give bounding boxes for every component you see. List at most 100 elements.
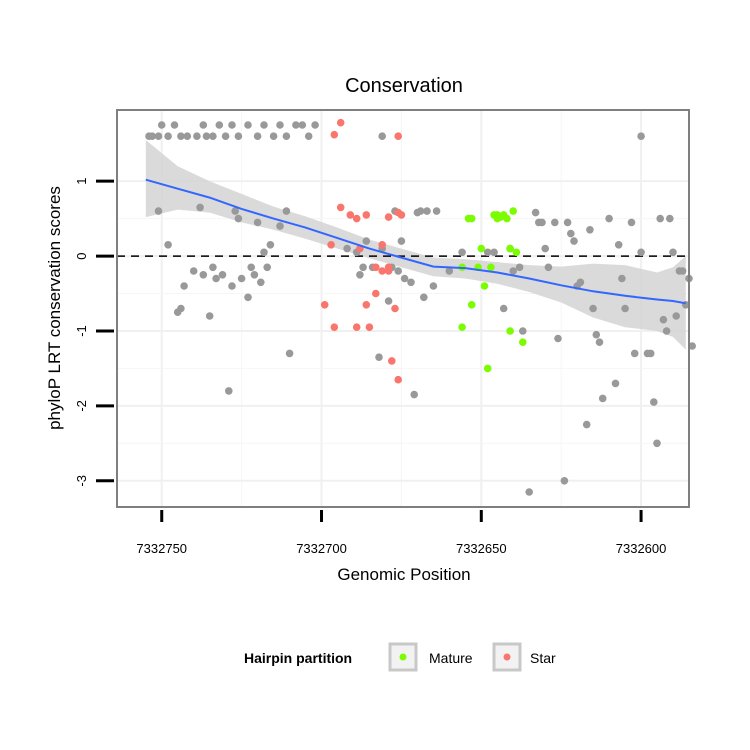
point-star xyxy=(384,213,393,221)
point-other xyxy=(276,222,284,230)
point-other xyxy=(359,263,367,272)
point-mature xyxy=(519,338,527,347)
point-other xyxy=(595,338,604,347)
point-other xyxy=(614,241,623,249)
point-mature xyxy=(480,282,489,290)
point-other xyxy=(311,121,319,129)
point-star xyxy=(327,241,335,249)
point-other xyxy=(362,237,371,245)
point-star xyxy=(320,301,329,309)
point-other xyxy=(445,267,454,275)
point-mature xyxy=(512,248,521,257)
point-other xyxy=(205,312,214,320)
legend: Hairpin partition Mature Star xyxy=(244,642,556,672)
point-other xyxy=(247,263,255,272)
point-other xyxy=(650,398,658,406)
point-mature xyxy=(477,244,486,253)
point-other xyxy=(202,132,211,140)
point-other xyxy=(662,327,671,335)
legend-label-mature: Mature xyxy=(429,650,473,666)
y-axis: 1 0 -1 -2 -3 xyxy=(74,178,114,487)
point-other xyxy=(237,274,246,283)
point-other xyxy=(589,304,597,313)
point-other xyxy=(570,237,578,245)
point-star xyxy=(372,289,380,298)
point-other xyxy=(656,214,664,223)
point-mature xyxy=(483,364,492,373)
point-star xyxy=(397,211,406,219)
legend-key-mature-box xyxy=(388,642,418,672)
point-other xyxy=(525,488,533,496)
point-other xyxy=(509,267,517,275)
point-other xyxy=(285,349,294,358)
point-mature xyxy=(467,214,476,223)
point-other xyxy=(538,218,546,227)
point-mature xyxy=(467,301,476,309)
point-other xyxy=(551,218,559,227)
point-other xyxy=(420,293,428,302)
y-tick-label: -1 xyxy=(74,325,89,337)
point-other xyxy=(669,248,677,257)
smooth-trend-line xyxy=(145,178,686,305)
point-star xyxy=(352,214,361,223)
point-other xyxy=(637,132,645,140)
point-other xyxy=(215,121,224,129)
point-mature xyxy=(503,214,511,223)
point-other xyxy=(164,241,172,249)
point-star xyxy=(336,203,345,212)
confidence-band-area xyxy=(145,140,686,350)
point-other xyxy=(397,237,406,245)
point-other xyxy=(544,263,553,272)
point-other xyxy=(483,248,492,257)
point-other xyxy=(567,229,575,238)
point-other xyxy=(218,271,227,279)
point-other xyxy=(499,304,508,313)
point-other xyxy=(582,420,591,429)
point-other xyxy=(304,132,313,140)
point-mature xyxy=(509,207,517,215)
point-star xyxy=(394,375,403,384)
point-other xyxy=(630,349,639,358)
point-star xyxy=(352,323,361,332)
point-other xyxy=(560,477,569,485)
point-other xyxy=(637,248,645,257)
point-other xyxy=(183,132,192,140)
point-other xyxy=(180,282,188,290)
point-other xyxy=(221,132,230,140)
chart-title: Conservation xyxy=(345,75,463,97)
data-points xyxy=(145,118,696,496)
point-other xyxy=(177,304,185,313)
point-other xyxy=(231,207,239,215)
y-tick-label: 0 xyxy=(74,252,89,259)
y-tick-label: 1 xyxy=(74,178,89,185)
y-tick-label: -2 xyxy=(74,400,89,412)
legend-key-mature xyxy=(399,653,407,661)
point-other xyxy=(269,132,278,140)
point-other xyxy=(627,218,636,227)
x-tick-label: 7332650 xyxy=(456,541,507,556)
point-other xyxy=(611,379,620,388)
panel-frame xyxy=(116,109,690,508)
point-mature xyxy=(487,263,495,272)
point-other xyxy=(189,267,198,275)
panel-border xyxy=(116,109,690,508)
legend-label-star: Star xyxy=(530,650,556,666)
point-other xyxy=(432,207,441,215)
point-other xyxy=(209,132,217,140)
point-other xyxy=(154,207,163,215)
point-mature xyxy=(506,244,514,253)
point-other xyxy=(253,132,262,140)
point-other xyxy=(519,327,527,335)
point-other xyxy=(423,207,431,215)
point-other xyxy=(515,263,524,272)
point-other xyxy=(541,244,549,253)
point-star xyxy=(372,263,380,272)
legend-title: Hairpin partition xyxy=(244,650,352,666)
point-star xyxy=(388,357,396,365)
point-other xyxy=(646,349,655,358)
point-star xyxy=(362,301,371,309)
point-mature xyxy=(458,323,466,332)
point-other xyxy=(576,278,585,287)
point-other xyxy=(199,271,208,279)
